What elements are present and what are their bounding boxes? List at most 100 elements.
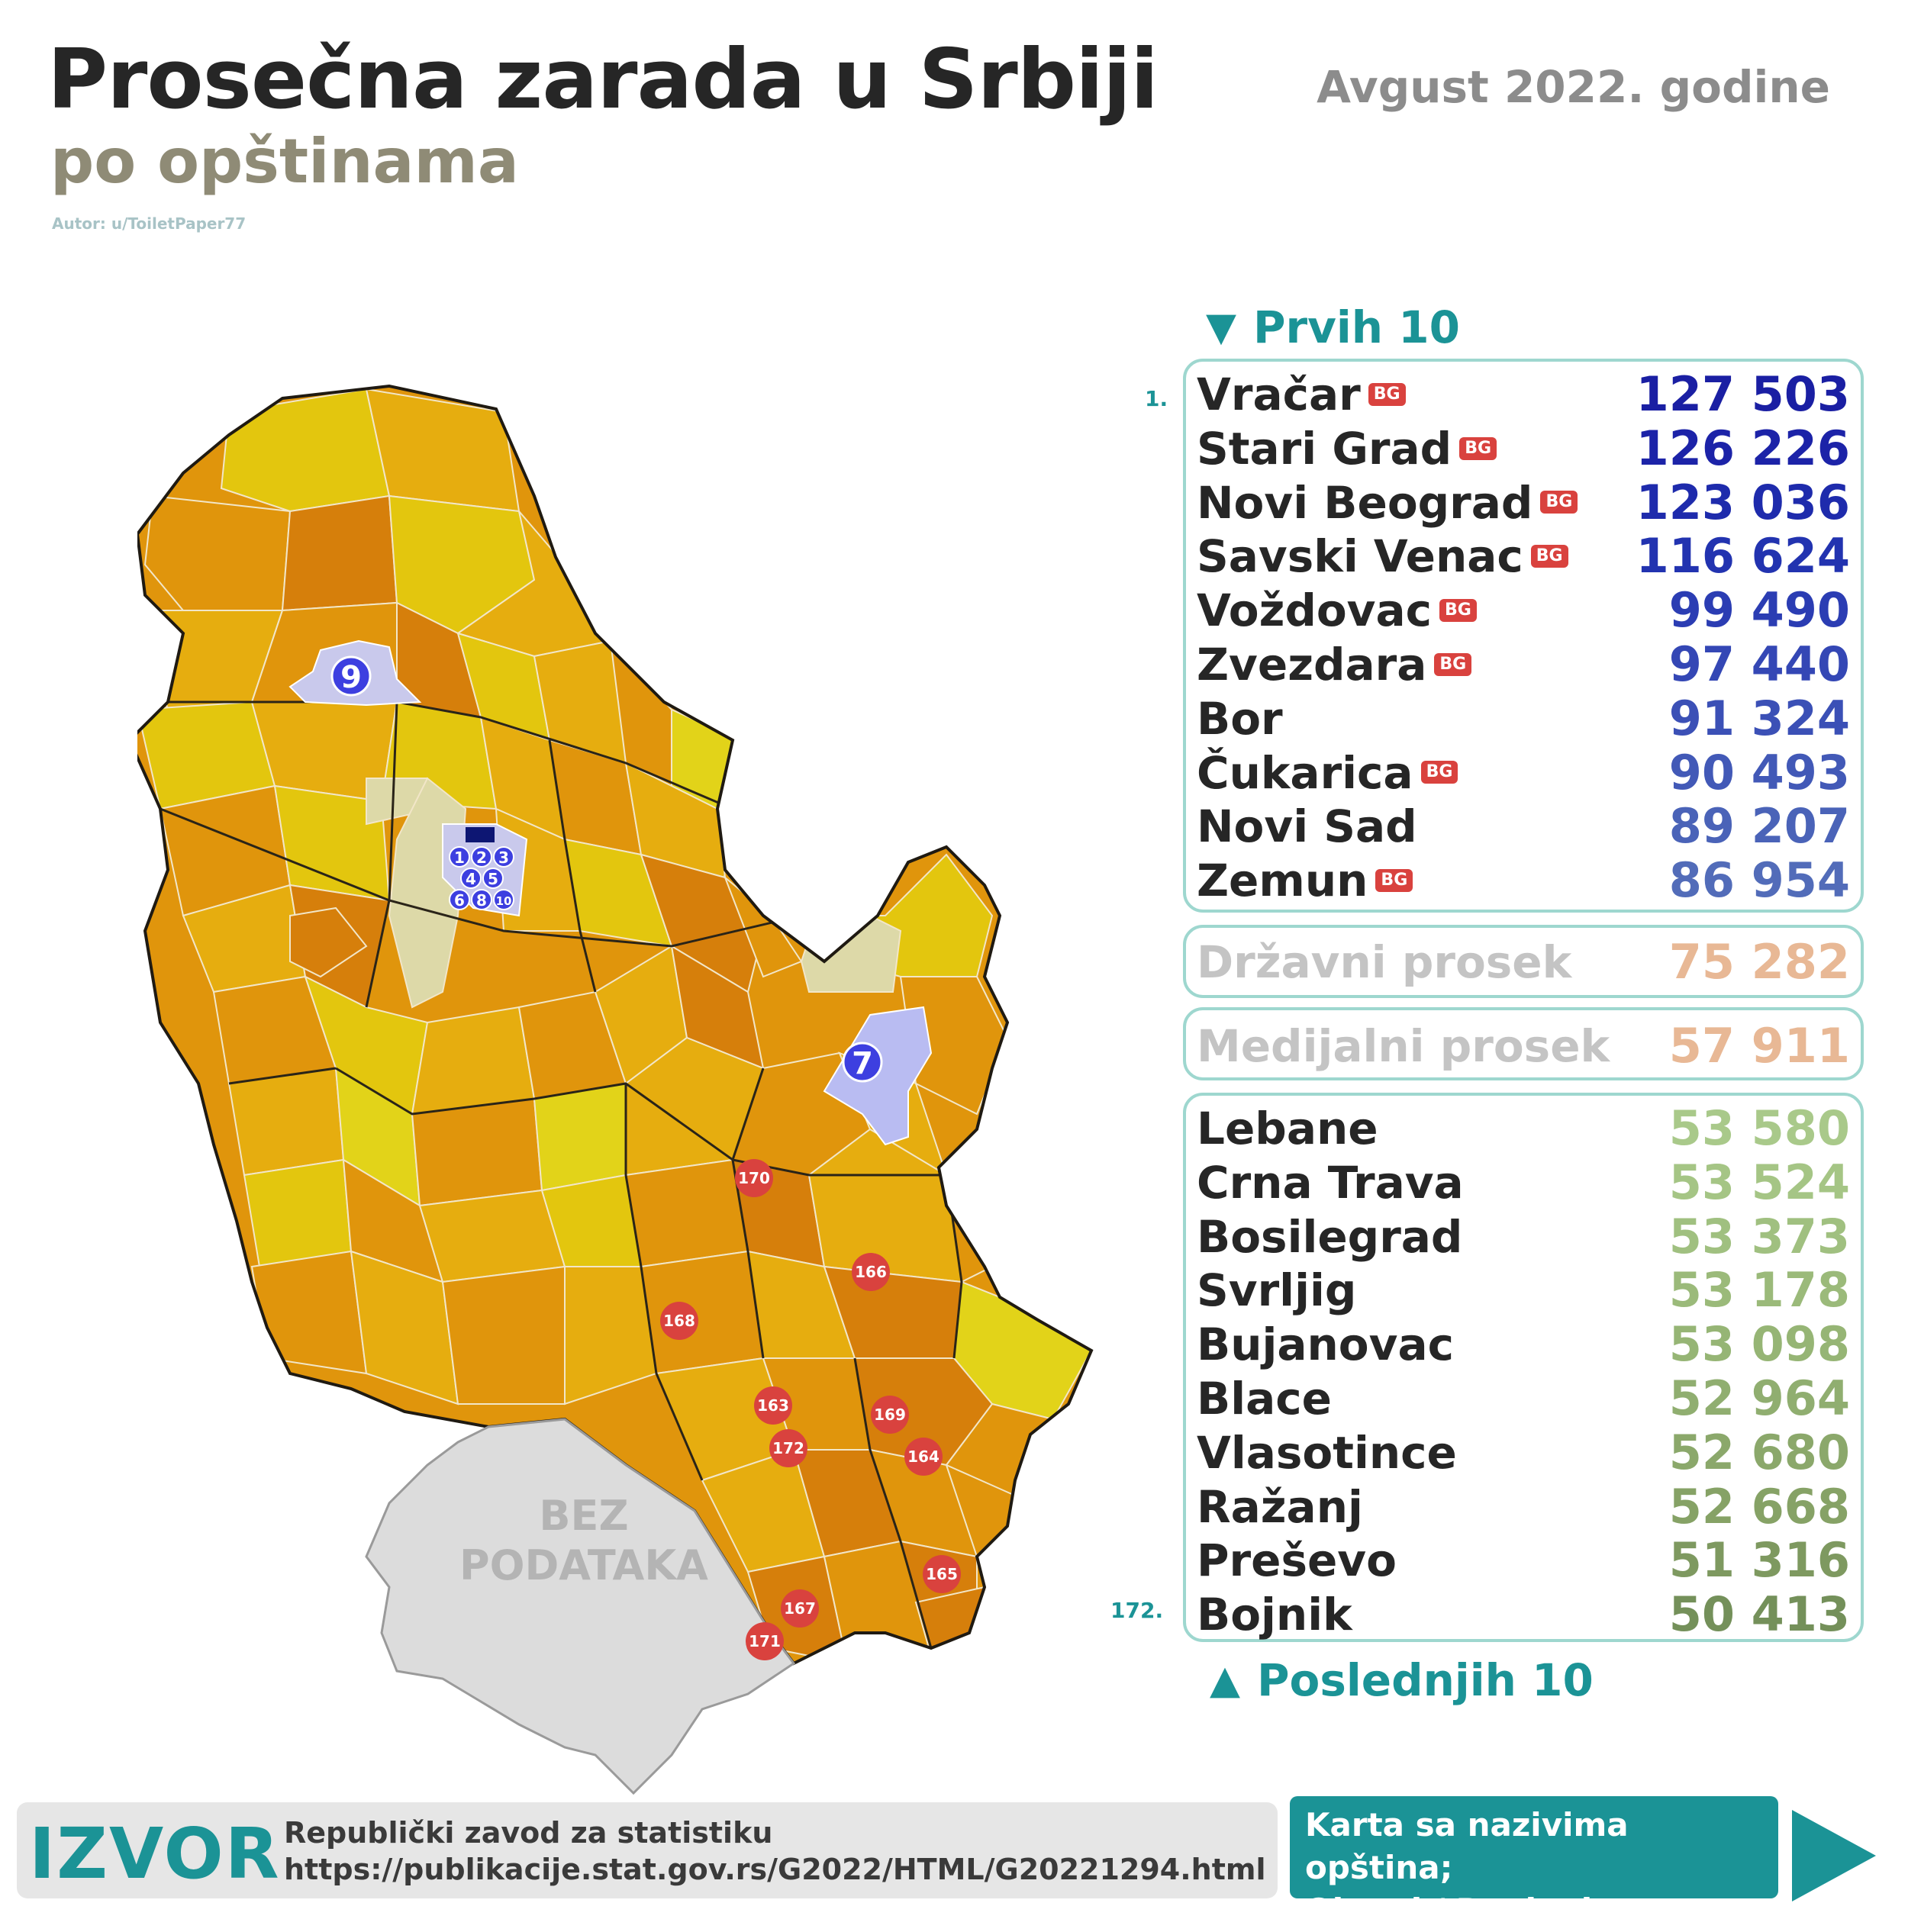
marker-10-label: 10 [496,894,512,908]
municipality-label: Savski Venac [1197,530,1523,583]
ranking-row: Lebane 53 580 [1186,1102,1861,1155]
ranking-row: Vračar BG 127 503 [1186,368,1861,421]
bottom10-box: Lebane 53 580 Crna Trava 53 524 Bosilegrad 53… [1183,1093,1864,1642]
average-salary-value: 116 624 [1636,528,1850,584]
rank-first: 1. [1145,386,1168,411]
municipality-name: Bor [1197,692,1283,745]
municipality-label: Preševo [1197,1534,1397,1587]
top10-heading: ▼ Prvih 10 [1206,301,1460,353]
average-salary-value: 52 680 [1668,1424,1850,1480]
marker-1 [449,846,470,868]
belgrade-badge: BG [1368,382,1406,406]
municipality-name: Ražanj [1197,1480,1363,1534]
marker-8 [471,889,492,910]
ranking-row: Zemun BG 86 954 [1186,854,1861,907]
ranking-row: Bosilegrad 53 373 [1186,1209,1861,1264]
municipality-name: Zvezdara BG [1197,638,1472,691]
marker-4 [460,868,482,889]
national-average-value: 75 282 [1668,934,1850,990]
average-salary-value: 99 490 [1668,582,1850,639]
source-name: Republički zavod za statistiku [284,1816,773,1850]
average-salary-value: 90 493 [1668,744,1850,800]
municipality-label: Stari Grad [1197,422,1452,475]
source-url[interactable]: https://publikacije.stat.gov.rs/G2022/HT… [284,1853,1266,1886]
municipality-name: Crna Trava [1197,1156,1464,1209]
average-salary-value: 123 036 [1636,474,1850,530]
municipality-map-link[interactable]: Karta sa nazivima opština; Okruzi / Regi… [1290,1796,1778,1929]
belgrade-badge: BG [1375,869,1413,893]
municipality-name: Bosilegrad [1197,1210,1462,1264]
belgrade-badge: BG [1459,436,1497,460]
ranking-row: Voždovac BG 99 490 [1186,584,1861,637]
source-footer: IZVOR Republički zavod za statistiku htt… [17,1802,1278,1898]
no-data-label-2: PODATAKA [459,1541,708,1589]
marker-172 [769,1429,807,1467]
municipality-label: Čukarica [1197,746,1413,799]
marker-166-label: 166 [855,1263,887,1281]
municipality-map-link-line2: Okruzi / Regioni [1305,1892,1593,1929]
belgrade-badge: BG [1439,599,1477,623]
municipality-name: Zemun BG [1197,854,1413,907]
bottom10-heading-label: Poslednjih 10 [1257,1654,1594,1706]
municipality-name: Blace [1197,1372,1332,1425]
belgrade-center [466,827,495,842]
average-salary-value: 53 098 [1668,1316,1850,1373]
ranking-row: Crna Trava 53 524 [1186,1154,1861,1210]
municipality-map-link-line1: Karta sa nazivima opština; [1305,1806,1629,1886]
marker-6 [449,889,470,910]
municipality-label: Crna Trava [1197,1156,1464,1209]
author-credit: Autor: u/ToiletPaper77 [52,214,247,233]
median-value: 57 911 [1668,1018,1850,1074]
municipality-name: Vlasotince [1197,1426,1457,1480]
average-salary-value: 126 226 [1636,420,1850,476]
national-average-box: Državni prosek 75 282 [1183,925,1864,998]
triangle-down-icon: ▼ [1206,304,1236,350]
belgrade-badge: BG [1540,491,1578,514]
bor-area [823,1006,933,1146]
belgrade-badge: BG [1530,545,1568,568]
marker-170-label: 170 [738,1169,770,1187]
page-subtitle: po opštinama [50,126,519,197]
marker-168 [660,1302,698,1340]
municipality-name: Lebane [1197,1102,1378,1155]
no-data-label-1: BEZ [539,1492,628,1540]
no-data-region [365,1418,796,1795]
average-salary-value: 50 413 [1668,1586,1850,1643]
average-salary-value: 53 524 [1668,1154,1850,1210]
ranking-row: Stari Grad BG 126 226 [1186,420,1861,476]
ranking-row: Ražanj 52 668 [1186,1480,1861,1534]
municipality-label: Bosilegrad [1197,1210,1463,1263]
marker-166 [852,1253,890,1291]
municipality-label: Vračar [1197,369,1361,420]
marker-2 [471,846,492,868]
marker-7 [842,1042,883,1083]
average-salary-value: 52 964 [1668,1370,1850,1426]
source-label: IZVOR [29,1813,281,1895]
page-title: Prosečna zarada u Srbiji [47,32,1159,127]
rank-last: 172. [1110,1598,1164,1623]
marker-4-label: 4 [466,870,476,888]
marker-167 [781,1589,819,1628]
median-box: Medijalni prosek 57 911 [1183,1007,1864,1080]
ranking-row: Čukarica BG 90 493 [1186,744,1861,800]
average-salary-value: 97 440 [1668,636,1850,692]
marker-165 [923,1555,961,1593]
municipality-label: Zemun [1197,855,1368,907]
municipality-name: Novi Beograd BG [1197,476,1578,530]
municipality-label: Ražanj [1197,1480,1363,1533]
marker-9 [330,655,372,697]
municipality-label: Novi Sad [1197,800,1417,853]
ranking-row: Blace 52 964 [1186,1372,1861,1425]
municipality-name: Voždovac BG [1197,584,1477,637]
ranking-row: Svrljig 53 178 [1186,1264,1861,1317]
belgrade-badge: BG [1420,761,1458,784]
ranking-row: Bojnik 50 413 [1186,1588,1861,1641]
next-arrow-icon[interactable] [1792,1810,1876,1901]
average-salary-value: 53 178 [1668,1262,1850,1319]
serbia-map: BEZ PODATAKA 1 2 3 4 5 6 8 10 7 9 170 16… [137,384,1094,1795]
ranking-row: Bor 91 324 [1186,691,1861,745]
municipality-label: Lebane [1197,1103,1378,1154]
municipality-name: Svrljig [1197,1264,1356,1317]
national-average-label: Državni prosek [1197,936,1572,988]
marker-169-label: 169 [874,1406,906,1424]
